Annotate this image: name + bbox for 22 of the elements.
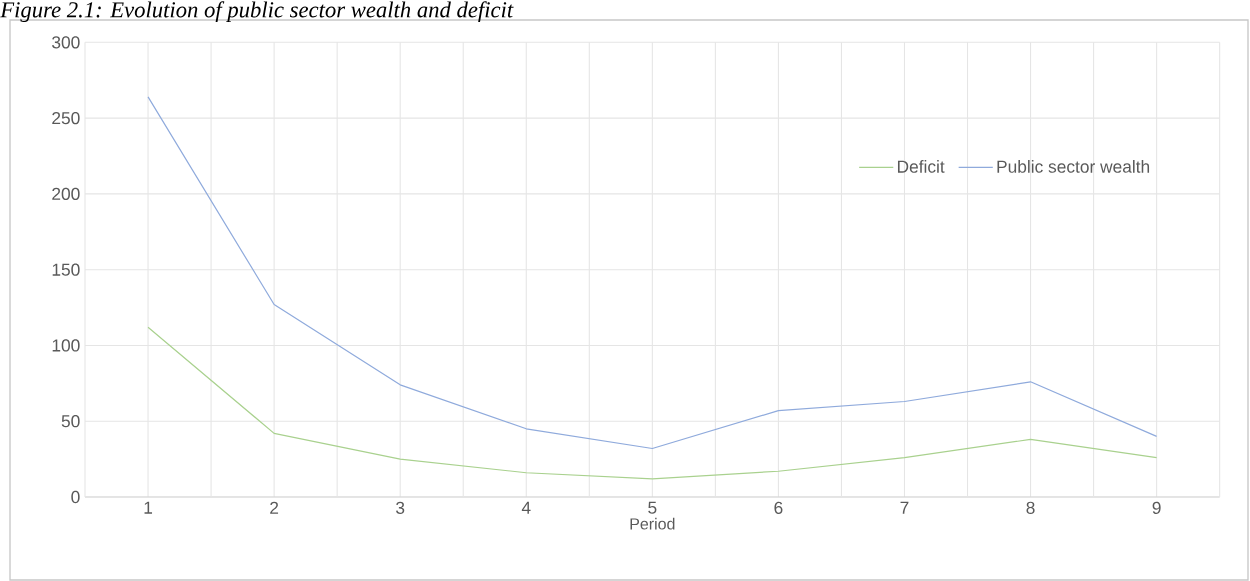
x-tick-label: 6: [774, 501, 783, 514]
line-series: [147, 96, 1158, 450]
x-tick-label: 3: [396, 501, 405, 514]
x-tick-label: 7: [900, 501, 909, 514]
x-tick-label: 1: [144, 501, 153, 514]
x-tick-label: 4: [521, 501, 531, 514]
y-tick-label: 50: [61, 415, 80, 428]
y-tick-label: 0: [71, 490, 80, 504]
legend-label: Deficit: [897, 160, 945, 173]
chart-title: Figure 2.1: Evolution of public sector wealth and deficit: [0, 1, 514, 23]
x-tick-label: 2: [270, 501, 279, 514]
legend-label: Public sector wealth: [997, 160, 1150, 173]
x-tick-label: 9: [1152, 501, 1161, 514]
y-tick-label: 150: [52, 263, 80, 276]
y-tick-label: 250: [52, 111, 80, 125]
x-axis-title: Period: [630, 517, 675, 530]
line-series: [147, 326, 1158, 480]
x-tick-label: 8: [1026, 501, 1035, 514]
y-tick-label: 100: [52, 339, 80, 352]
x-tick-label: 5: [648, 501, 657, 514]
y-tick-label: 200: [52, 187, 80, 201]
y-tick-label: 300: [52, 36, 80, 49]
